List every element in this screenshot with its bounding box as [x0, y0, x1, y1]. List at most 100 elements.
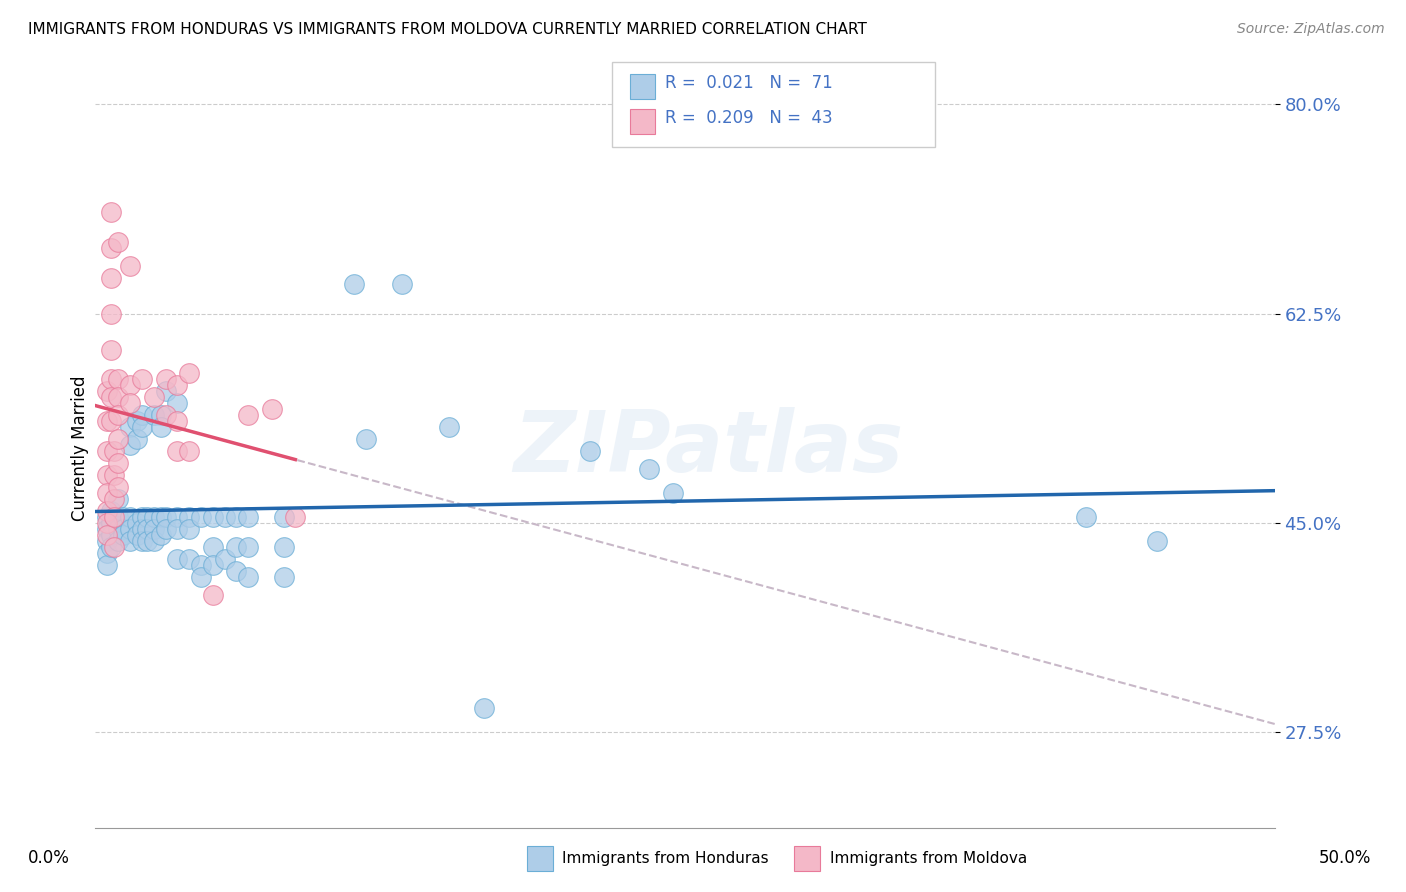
Point [135, 510, 157, 524]
Point [273, 510, 295, 524]
Point [214, 552, 236, 566]
Point [131, 409, 153, 423]
Point [100, 504, 122, 518]
Point [107, 480, 129, 494]
Point [190, 558, 212, 572]
Point [96, 486, 118, 500]
Point [96, 468, 118, 483]
Point [179, 510, 201, 524]
Point [166, 414, 188, 428]
Point [103, 510, 125, 524]
Point [131, 533, 153, 548]
Point [142, 510, 165, 524]
Point [131, 522, 153, 536]
Point [579, 444, 602, 458]
Point [127, 414, 149, 428]
Point [201, 540, 224, 554]
Point [103, 491, 125, 506]
Point [100, 241, 122, 255]
Point [284, 510, 307, 524]
Point [100, 343, 122, 357]
Point [96, 504, 118, 518]
Point [107, 522, 129, 536]
Point [120, 420, 142, 434]
Point [1074, 510, 1097, 524]
Point [166, 396, 188, 410]
Point [166, 378, 188, 392]
Point [100, 528, 122, 542]
Point [135, 522, 157, 536]
Point [166, 510, 188, 524]
Point [107, 456, 129, 470]
Point [120, 396, 142, 410]
Point [96, 558, 118, 572]
Point [391, 277, 413, 291]
Point [1146, 533, 1168, 548]
Point [149, 420, 172, 434]
Point [437, 420, 460, 434]
Point [155, 384, 177, 399]
Point [100, 516, 122, 530]
Point [472, 701, 495, 715]
Point [149, 510, 172, 524]
Point [96, 533, 118, 548]
Point [127, 516, 149, 530]
Point [142, 533, 165, 548]
Point [238, 409, 260, 423]
Point [100, 391, 122, 405]
Point [100, 414, 122, 428]
Point [149, 409, 172, 423]
Point [142, 391, 165, 405]
Point [155, 510, 177, 524]
Point [100, 270, 122, 285]
Point [96, 444, 118, 458]
Point [225, 564, 247, 578]
Text: IMMIGRANTS FROM HONDURAS VS IMMIGRANTS FROM MOLDOVA CURRENTLY MARRIED CORRELATIO: IMMIGRANTS FROM HONDURAS VS IMMIGRANTS F… [28, 22, 868, 37]
Point [179, 444, 201, 458]
Point [107, 432, 129, 446]
Point [127, 432, 149, 446]
Text: 50.0%: 50.0% [1319, 849, 1371, 867]
Point [238, 510, 260, 524]
Point [260, 402, 283, 417]
Text: ZIPatlas: ZIPatlas [513, 407, 904, 490]
Point [100, 372, 122, 386]
Point [96, 414, 118, 428]
Point [100, 307, 122, 321]
Point [179, 552, 201, 566]
Text: Source: ZipAtlas.com: Source: ZipAtlas.com [1237, 22, 1385, 37]
Point [103, 540, 125, 554]
Text: Immigrants from Moldova: Immigrants from Moldova [830, 851, 1026, 865]
Point [120, 438, 142, 452]
Text: Immigrants from Honduras: Immigrants from Honduras [562, 851, 769, 865]
Point [100, 205, 122, 219]
Point [273, 540, 295, 554]
Point [343, 277, 366, 291]
Point [96, 522, 118, 536]
Point [155, 372, 177, 386]
Text: R =  0.209   N =  43: R = 0.209 N = 43 [665, 109, 832, 127]
Point [354, 432, 377, 446]
Point [120, 259, 142, 273]
Point [107, 235, 129, 249]
Point [120, 510, 142, 524]
Point [190, 510, 212, 524]
Point [166, 444, 188, 458]
Point [131, 510, 153, 524]
Point [201, 510, 224, 524]
Point [179, 367, 201, 381]
Point [96, 516, 118, 530]
Point [120, 378, 142, 392]
Point [107, 409, 129, 423]
Point [238, 540, 260, 554]
Point [662, 486, 685, 500]
Point [273, 570, 295, 584]
Point [103, 468, 125, 483]
Point [238, 570, 260, 584]
Point [179, 522, 201, 536]
Point [96, 528, 118, 542]
Point [100, 540, 122, 554]
Point [112, 510, 135, 524]
Point [131, 372, 153, 386]
Point [107, 491, 129, 506]
